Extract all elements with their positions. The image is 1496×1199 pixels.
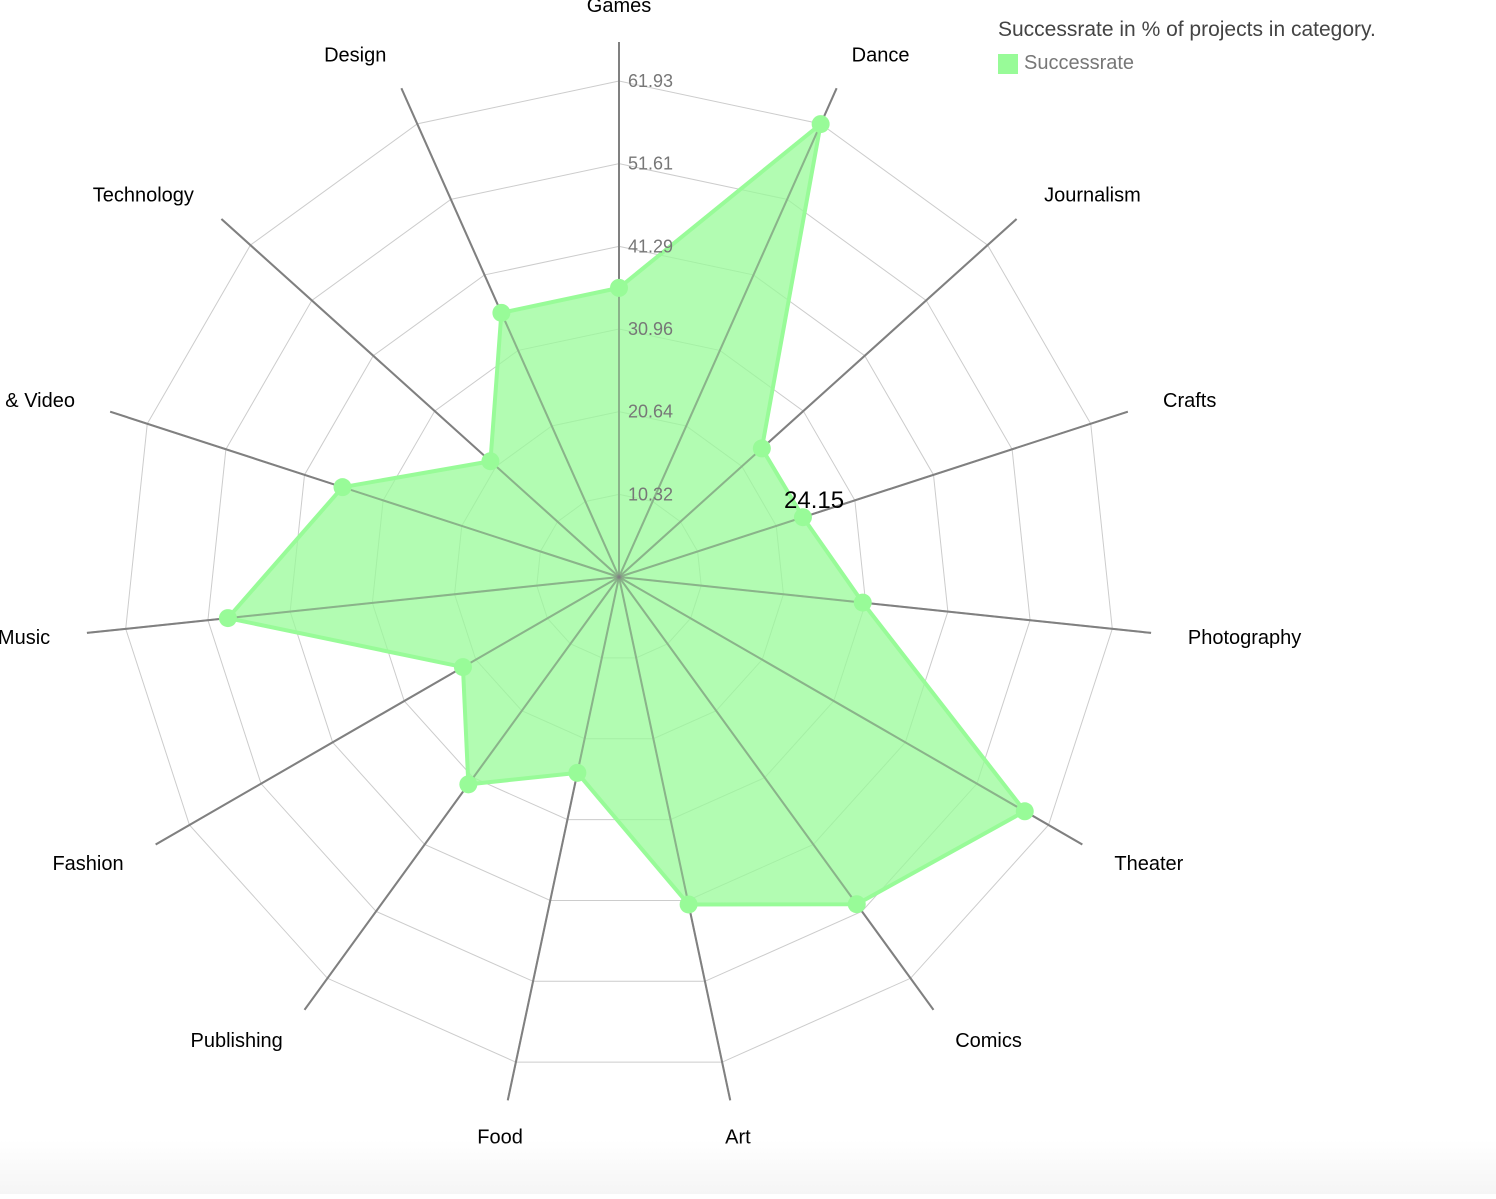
tick-labels: 10.32 20.64 30.96 41.29 51.61 61.93 bbox=[628, 71, 673, 504]
data-point[interactable] bbox=[218, 609, 237, 628]
category-label: Design bbox=[324, 44, 386, 66]
tick-label: 51.61 bbox=[628, 154, 673, 174]
category-label: Journalism bbox=[1044, 184, 1141, 206]
category-label: Music bbox=[0, 627, 50, 649]
data-point[interactable] bbox=[453, 658, 472, 677]
category-label: Publishing bbox=[190, 1030, 282, 1052]
bottom-edge-shade bbox=[0, 1140, 1496, 1194]
axis-line-overlay bbox=[303, 576, 620, 1011]
category-labels: Games Dance Journalism Crafts Photography The… bbox=[0, 0, 1301, 1149]
category-label: Film & Video bbox=[0, 390, 75, 412]
axis-line-overlay bbox=[618, 87, 838, 578]
data-point[interactable] bbox=[459, 775, 478, 794]
data-point[interactable] bbox=[333, 478, 352, 497]
axis-line-overlay bbox=[618, 576, 1083, 846]
axis-line-overlay bbox=[506, 576, 620, 1101]
category-label: Fashion bbox=[52, 853, 123, 875]
legend-label: Successrate bbox=[1024, 52, 1135, 74]
data-point[interactable] bbox=[568, 763, 587, 782]
legend-title: Successrate in % of projects in category… bbox=[998, 18, 1376, 41]
data-point[interactable] bbox=[853, 593, 872, 612]
data-point[interactable] bbox=[610, 278, 628, 297]
data-point[interactable] bbox=[679, 895, 698, 914]
data-point[interactable] bbox=[752, 439, 771, 458]
axis-line-overlay bbox=[618, 576, 1152, 634]
category-label: Crafts bbox=[1163, 390, 1216, 412]
tick-label: 41.29 bbox=[628, 236, 673, 256]
category-label: Theater bbox=[1114, 853, 1183, 875]
data-point[interactable] bbox=[811, 115, 830, 134]
grid-ring bbox=[207, 163, 1031, 982]
category-label: Comics bbox=[955, 1030, 1022, 1052]
category-label: Photography bbox=[1188, 627, 1301, 649]
value-tooltip: 24.15 bbox=[784, 487, 844, 514]
data-point[interactable] bbox=[1015, 802, 1034, 821]
category-label: Technology bbox=[93, 184, 194, 206]
tick-label: 30.96 bbox=[628, 319, 673, 339]
axis-line-overlay bbox=[618, 576, 732, 1101]
legend: Successrate in % of projects in category… bbox=[998, 18, 1376, 75]
data-point[interactable] bbox=[481, 452, 500, 471]
grid-ring bbox=[289, 245, 949, 901]
axis-line-overlay bbox=[400, 87, 620, 578]
data-point[interactable] bbox=[793, 508, 812, 527]
data-points bbox=[218, 115, 1034, 914]
tick-label: 20.64 bbox=[628, 402, 673, 422]
axis-line-overlay bbox=[618, 576, 935, 1011]
axis-line-overlay bbox=[86, 576, 620, 634]
legend-swatch bbox=[998, 53, 1018, 74]
data-point[interactable] bbox=[492, 303, 511, 322]
axis-line-overlay bbox=[155, 576, 620, 846]
series-area-successrate[interactable] bbox=[225, 122, 1027, 907]
tick-label: 61.93 bbox=[628, 71, 673, 91]
grid-ring bbox=[125, 80, 1113, 1063]
tick-label: 10.32 bbox=[628, 484, 673, 504]
category-label: Games bbox=[587, 0, 651, 17]
series-layer bbox=[86, 42, 1152, 1101]
axis-line-overlay bbox=[618, 218, 1018, 578]
data-point[interactable] bbox=[847, 895, 866, 914]
legend-item-successrate[interactable]: Successrate bbox=[998, 52, 1376, 75]
category-label: Dance bbox=[852, 44, 910, 66]
axis-line-overlay bbox=[109, 410, 620, 578]
axis-line-overlay bbox=[220, 218, 620, 578]
axis-line-overlay bbox=[618, 410, 1129, 578]
